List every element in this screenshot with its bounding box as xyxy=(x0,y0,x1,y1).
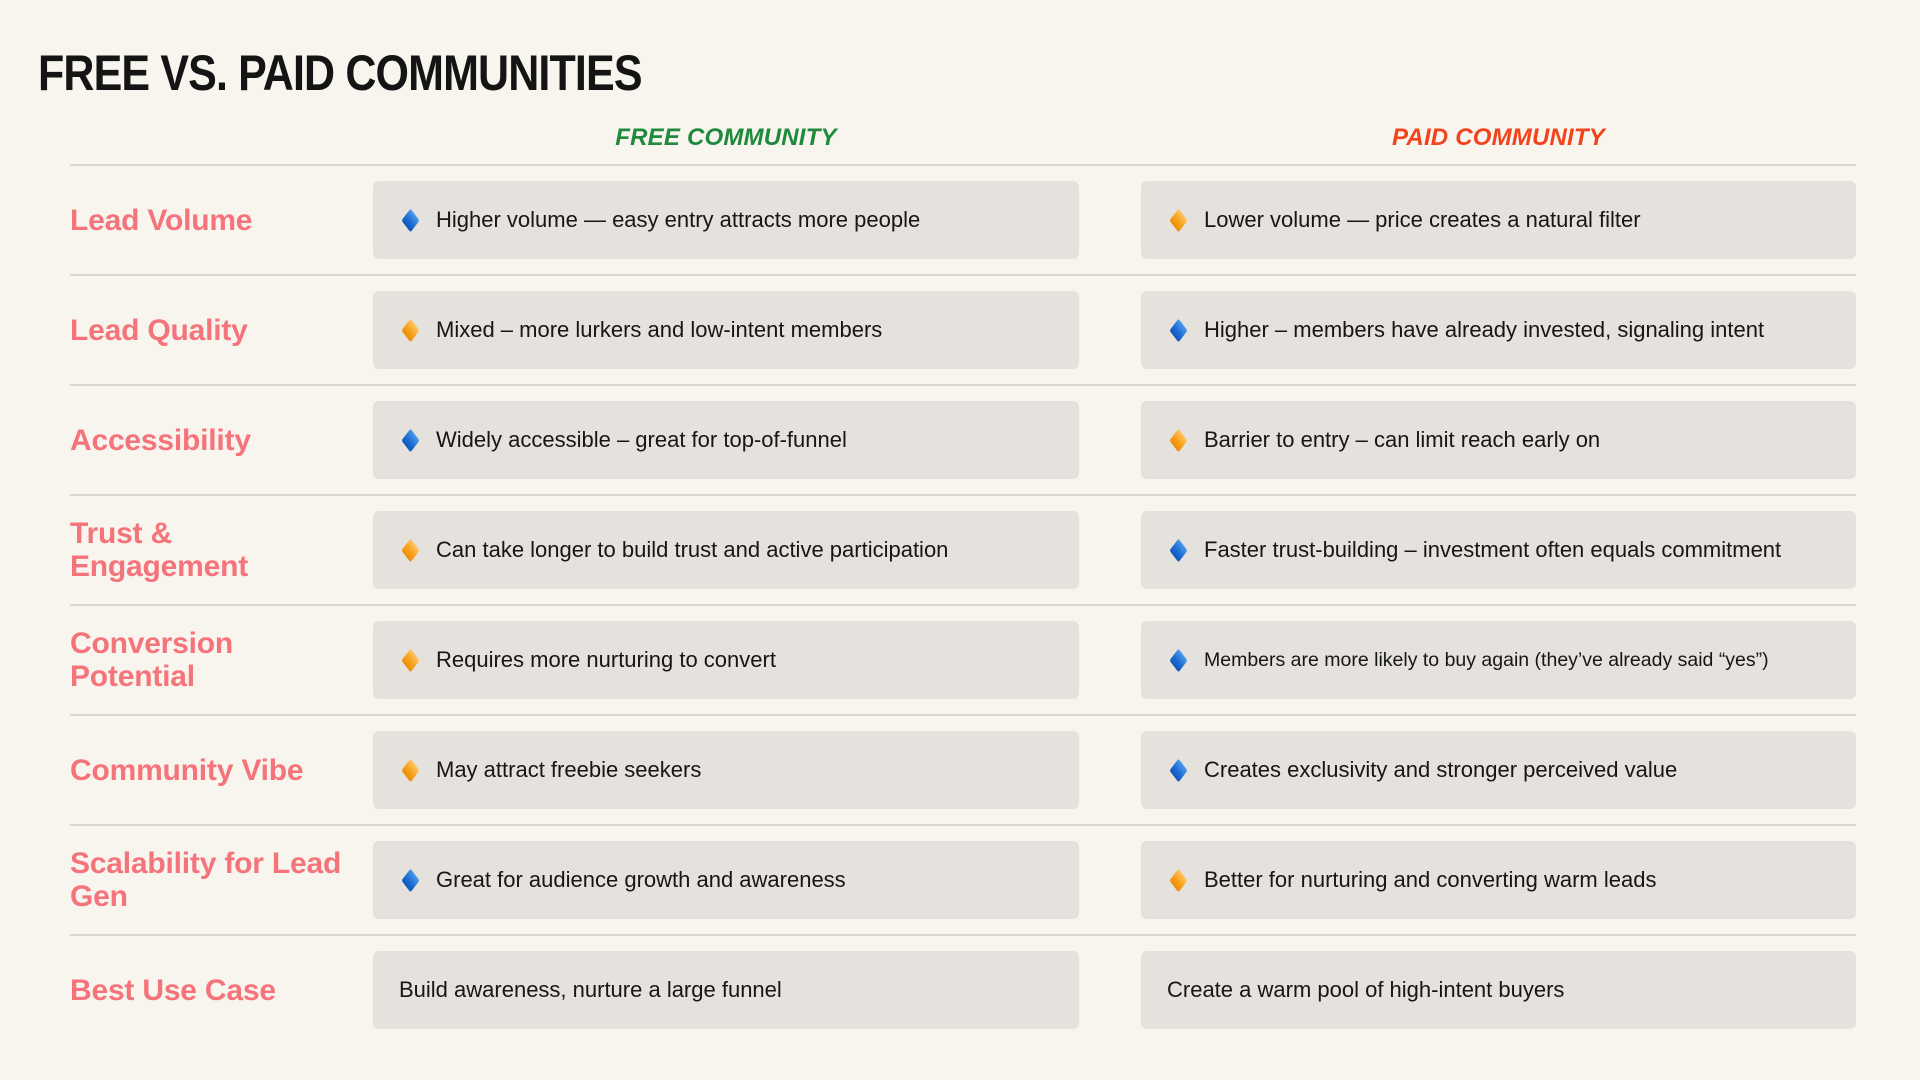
free-cell-text: Can take longer to build trust and activ… xyxy=(436,537,949,563)
paid-community-cell: Barrier to entry – can limit reach early… xyxy=(1141,401,1856,479)
paid-cell-text: Barrier to entry – can limit reach early… xyxy=(1204,427,1601,453)
paid-community-cell: Faster trust-building – investment often… xyxy=(1141,511,1856,589)
free-cell-text: Great for audience growth and awareness xyxy=(436,867,846,893)
blue-diamond-icon xyxy=(1169,538,1188,562)
blue-diamond-icon xyxy=(401,208,420,232)
free-cell-text: Higher volume — easy entry attracts more… xyxy=(436,207,921,233)
row-label: Accessibility xyxy=(70,423,251,457)
orange-diamond-icon xyxy=(401,758,420,782)
free-community-cell: Higher volume — easy entry attracts more… xyxy=(373,181,1079,259)
paid-cell-text: Members are more likely to buy again (th… xyxy=(1204,648,1769,671)
row-label: Trust & Engagement xyxy=(70,517,249,583)
comparison-table: FREE COMMUNITY PAID COMMUNITY Lead Volum… xyxy=(70,124,1856,1044)
paid-community-cell: Members are more likely to buy again (th… xyxy=(1141,621,1856,699)
row-label: Lead Volume xyxy=(70,203,253,237)
column-header-free: FREE COMMUNITY xyxy=(615,124,837,151)
paid-community-cell: Creates exclusivity and stronger perceiv… xyxy=(1141,731,1856,809)
free-community-cell: Mixed – more lurkers and low-intent memb… xyxy=(373,291,1079,369)
paid-cell-text: Lower volume — price creates a natural f… xyxy=(1204,207,1641,233)
free-cell-text: Mixed – more lurkers and low-intent memb… xyxy=(436,317,883,343)
orange-diamond-icon xyxy=(401,538,420,562)
blue-diamond-icon xyxy=(1169,318,1188,342)
orange-diamond-icon xyxy=(1169,208,1188,232)
orange-diamond-icon xyxy=(1169,868,1188,892)
paid-cell-text: Faster trust-building – investment often… xyxy=(1204,537,1782,563)
column-header-row: FREE COMMUNITY PAID COMMUNITY xyxy=(70,124,1856,164)
paid-cell-text: Create a warm pool of high-intent buyers xyxy=(1167,977,1565,1003)
table-row: Lead Volume Higher volume — easy entry a… xyxy=(70,164,1856,274)
table-row: Trust & Engagement Can take longer to bu… xyxy=(70,494,1856,604)
row-label: Community Vibe xyxy=(70,753,304,787)
paid-cell-text: Better for nurturing and converting warm… xyxy=(1204,867,1657,893)
paid-community-cell: Better for nurturing and converting warm… xyxy=(1141,841,1856,919)
free-cell-text: Widely accessible – great for top-of-fun… xyxy=(436,427,847,453)
blue-diamond-icon xyxy=(1169,648,1188,672)
paid-community-cell: Lower volume — price creates a natural f… xyxy=(1141,181,1856,259)
free-community-cell: Build awareness, nurture a large funnel xyxy=(373,951,1079,1029)
free-community-cell: May attract freebie seekers xyxy=(373,731,1079,809)
table-row: Accessibility Widely accessible – great … xyxy=(70,384,1856,494)
paid-cell-text: Creates exclusivity and stronger perceiv… xyxy=(1204,757,1678,783)
orange-diamond-icon xyxy=(401,318,420,342)
column-header-paid: PAID COMMUNITY xyxy=(1391,124,1605,151)
row-label: Scalability for Lead Gen xyxy=(70,847,342,913)
table-row: Best Use Case Build awareness, nurture a… xyxy=(70,934,1856,1044)
table-row: Community Vibe May attract freebie seeke… xyxy=(70,714,1856,824)
orange-diamond-icon xyxy=(401,648,420,672)
free-cell-text: May attract freebie seekers xyxy=(436,757,702,783)
blue-diamond-icon xyxy=(401,868,420,892)
table-row: Conversion Potential Requires more nurtu… xyxy=(70,604,1856,714)
row-label: Conversion Potential xyxy=(70,627,234,693)
blue-diamond-icon xyxy=(1169,758,1188,782)
table-rows: Lead Volume Higher volume — easy entry a… xyxy=(70,164,1856,1044)
blue-diamond-icon xyxy=(401,428,420,452)
free-community-cell: Widely accessible – great for top-of-fun… xyxy=(373,401,1079,479)
free-cell-text: Requires more nurturing to convert xyxy=(436,647,776,673)
page-title: FREE VS. PAID COMMUNITIES xyxy=(38,45,642,101)
row-label: Best Use Case xyxy=(70,973,276,1007)
free-community-cell: Can take longer to build trust and activ… xyxy=(373,511,1079,589)
orange-diamond-icon xyxy=(1169,428,1188,452)
table-row: Lead Quality Mixed – more lurkers and lo… xyxy=(70,274,1856,384)
paid-community-cell: Create a warm pool of high-intent buyers xyxy=(1141,951,1856,1029)
table-row: Scalability for Lead Gen Great for audie… xyxy=(70,824,1856,934)
row-label: Lead Quality xyxy=(70,313,248,347)
free-cell-text: Build awareness, nurture a large funnel xyxy=(399,977,782,1003)
free-community-cell: Requires more nurturing to convert xyxy=(373,621,1079,699)
paid-cell-text: Higher – members have already invested, … xyxy=(1204,317,1765,343)
free-community-cell: Great for audience growth and awareness xyxy=(373,841,1079,919)
paid-community-cell: Higher – members have already invested, … xyxy=(1141,291,1856,369)
